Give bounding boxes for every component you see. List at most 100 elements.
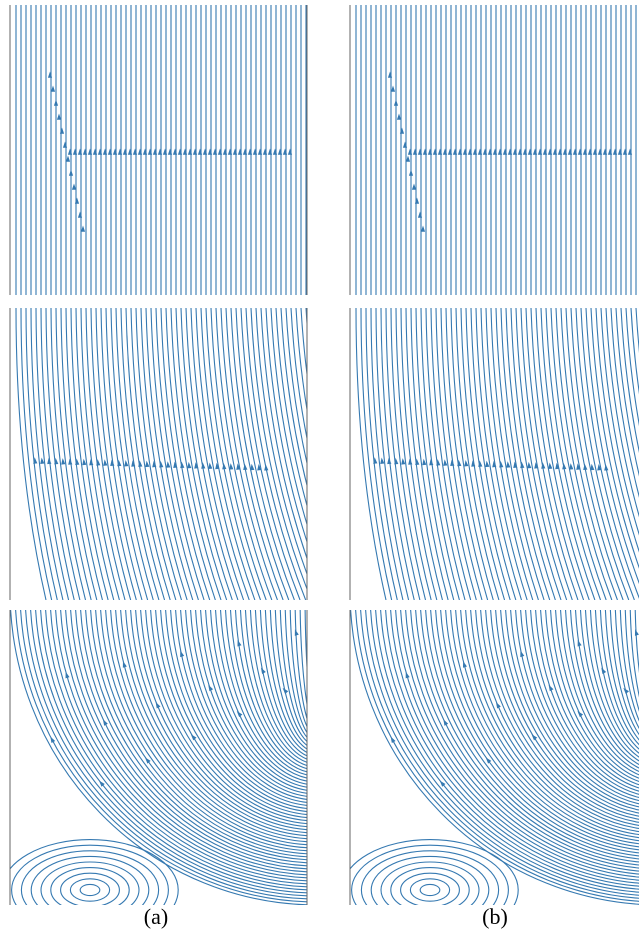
arrow bbox=[61, 458, 66, 465]
arrow bbox=[243, 463, 248, 471]
streamline bbox=[110, 610, 307, 846]
arrow bbox=[50, 85, 56, 92]
arrow bbox=[202, 148, 208, 155]
streamplot bbox=[350, 610, 639, 905]
arrow bbox=[122, 661, 127, 668]
arrow bbox=[237, 639, 242, 647]
arrow bbox=[137, 148, 143, 155]
arrow bbox=[408, 169, 414, 176]
streamline bbox=[165, 308, 216, 600]
arrow bbox=[217, 148, 223, 155]
arrow bbox=[464, 459, 469, 467]
arrow bbox=[436, 459, 441, 466]
arrow bbox=[152, 460, 157, 468]
streamline bbox=[215, 610, 307, 782]
arrow bbox=[422, 458, 427, 466]
streamline bbox=[284, 610, 307, 734]
arrow bbox=[50, 736, 56, 744]
arrow bbox=[485, 460, 490, 468]
streamline bbox=[311, 308, 379, 600]
arrow bbox=[443, 719, 449, 726]
streamline bbox=[385, 610, 639, 884]
arrow bbox=[247, 148, 253, 155]
streamline bbox=[80, 610, 307, 864]
streamline bbox=[505, 610, 639, 811]
streamline bbox=[304, 610, 307, 675]
streamplot bbox=[355, 5, 637, 295]
streamline bbox=[15, 308, 47, 600]
streamline bbox=[35, 610, 307, 891]
streamline bbox=[170, 610, 307, 809]
streamline bbox=[75, 610, 307, 867]
streamline bbox=[490, 610, 639, 820]
streamline bbox=[95, 308, 137, 600]
streamline bbox=[244, 610, 307, 763]
arrow bbox=[437, 148, 443, 155]
streamline bbox=[599, 610, 639, 746]
streamline bbox=[260, 308, 307, 560]
streamline bbox=[624, 610, 639, 712]
streamline bbox=[225, 610, 307, 776]
arrow bbox=[56, 113, 62, 120]
arrow bbox=[405, 155, 411, 162]
streamline bbox=[540, 308, 596, 600]
arrow bbox=[487, 148, 493, 155]
vortex-line bbox=[20, 850, 160, 905]
arrow bbox=[162, 148, 168, 155]
streamline bbox=[155, 610, 307, 819]
arrow bbox=[582, 148, 588, 155]
arrow bbox=[124, 459, 129, 467]
streamline bbox=[150, 610, 307, 822]
streamline bbox=[360, 610, 639, 899]
streamline bbox=[550, 308, 607, 600]
streamline bbox=[390, 308, 427, 600]
streamline bbox=[210, 610, 307, 785]
streamline bbox=[510, 308, 562, 600]
arrow bbox=[54, 457, 59, 465]
streamline bbox=[515, 610, 639, 805]
streamline bbox=[440, 308, 483, 600]
arrow bbox=[208, 462, 213, 469]
streamline bbox=[390, 610, 639, 881]
streamline bbox=[75, 308, 115, 600]
arrow bbox=[477, 148, 483, 155]
streamline bbox=[135, 610, 307, 831]
arrow bbox=[373, 457, 378, 464]
arrow bbox=[197, 148, 203, 155]
arrow bbox=[282, 148, 288, 155]
streamline bbox=[415, 308, 455, 600]
streamline bbox=[130, 610, 307, 834]
streamline bbox=[269, 610, 307, 746]
streamline bbox=[100, 308, 143, 600]
arrow bbox=[294, 629, 299, 636]
vortex-line bbox=[370, 855, 490, 905]
streamline bbox=[235, 308, 295, 600]
streamline bbox=[185, 308, 239, 600]
arrow bbox=[192, 148, 198, 155]
streamline bbox=[170, 308, 222, 600]
streamline bbox=[560, 610, 639, 776]
streamline bbox=[190, 610, 307, 797]
streamline bbox=[15, 610, 307, 903]
streamline bbox=[525, 308, 579, 600]
streamline bbox=[435, 610, 639, 854]
arrow bbox=[167, 148, 173, 155]
streamline bbox=[180, 308, 233, 600]
arrow bbox=[597, 463, 602, 471]
streamline bbox=[234, 610, 307, 770]
streamline bbox=[450, 308, 494, 600]
arrow bbox=[75, 458, 80, 466]
arrow bbox=[172, 148, 178, 155]
streamline bbox=[634, 610, 639, 673]
streamline bbox=[470, 610, 639, 833]
streamline bbox=[590, 308, 639, 569]
arrow bbox=[443, 459, 448, 466]
streamline bbox=[365, 610, 639, 896]
streamline bbox=[100, 610, 307, 852]
streamline bbox=[300, 308, 307, 379]
streamline bbox=[294, 610, 307, 721]
streamline bbox=[200, 308, 256, 600]
streamline bbox=[465, 610, 639, 836]
arrow bbox=[142, 148, 148, 155]
streamline bbox=[140, 610, 307, 828]
